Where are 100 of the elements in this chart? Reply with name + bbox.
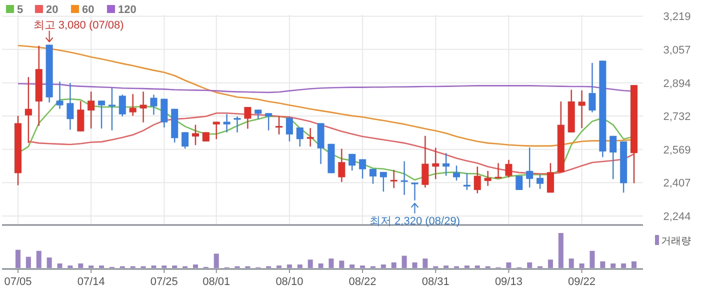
candlestick: [223, 114, 230, 133]
candlestick: [390, 169, 398, 189]
candlestick: [108, 87, 116, 131]
legend-label: 5: [17, 4, 24, 16]
candlestick: [202, 132, 210, 142]
candlestick: [442, 152, 450, 176]
candlestick: [265, 112, 272, 131]
candlestick: [88, 91, 95, 130]
candlestick: [369, 168, 376, 184]
candlestick: [474, 166, 481, 194]
bar: [339, 260, 344, 268]
candlestick: [212, 121, 220, 140]
bar: [308, 260, 313, 268]
annotation: 최저 2,320 (08/29): [369, 215, 460, 228]
y-tick-label: 2,732: [663, 111, 691, 124]
candlestick: [286, 116, 293, 142]
bar: [391, 262, 396, 268]
bar: [26, 256, 31, 268]
candlestick: [56, 80, 64, 110]
candlestick: [453, 164, 460, 182]
candlestick: [380, 171, 387, 192]
candlestick: [411, 182, 418, 202]
candlestick: [610, 135, 617, 180]
bar: [568, 258, 574, 268]
candlestick: [296, 126, 304, 148]
y-tick-label: 2,407: [663, 178, 691, 190]
bar: [286, 264, 292, 268]
candlestick: [516, 175, 523, 191]
candlestick: [505, 159, 512, 178]
bar: [412, 262, 418, 268]
candlestick: [400, 160, 408, 196]
x-tick-label: 08/22: [348, 276, 376, 288]
candlestick: [348, 153, 356, 172]
bar: [297, 264, 302, 268]
candlestick: [254, 109, 262, 120]
candlestick: [150, 94, 158, 116]
bar: [36, 250, 42, 268]
candlestick: [234, 116, 241, 133]
candlestick: [129, 93, 136, 116]
x-tick-label: 08/31: [422, 276, 450, 288]
candlestick: [66, 82, 74, 130]
x-tick-label: 08/01: [202, 276, 230, 288]
candlestick: [494, 162, 502, 178]
candlestick: [536, 174, 544, 190]
bar: [328, 258, 334, 268]
y-tick-label: 2,894: [663, 78, 691, 90]
candlestick: [526, 146, 534, 188]
x-tick-label: 09/22: [568, 276, 596, 288]
bar: [214, 254, 219, 268]
bar: [57, 263, 62, 268]
legend-label: 60: [82, 4, 94, 16]
candlestick: [276, 116, 283, 136]
bar: [579, 263, 584, 268]
bar: [16, 250, 20, 268]
legend-label: 거래량: [661, 236, 691, 247]
bar: [600, 261, 606, 268]
bar: [527, 262, 532, 268]
bar: [350, 264, 355, 268]
bar: [380, 264, 386, 268]
bar: [422, 258, 428, 268]
legend-label: 120: [118, 4, 136, 16]
candlestick: [244, 106, 252, 130]
bar: [192, 264, 198, 268]
bar: [632, 261, 636, 268]
candlestick: [140, 91, 147, 123]
bar: [610, 263, 616, 268]
bar: [506, 262, 512, 268]
x-tick-label: 08/10: [276, 276, 304, 288]
bar: [548, 260, 553, 268]
x-tick-label: 09/13: [494, 276, 522, 288]
candlestick: [160, 98, 168, 128]
y-tick-label: 2,244: [663, 210, 691, 223]
candlestick: [432, 147, 440, 180]
x-tick-label: 07/25: [150, 276, 178, 288]
candlestick: [546, 162, 554, 194]
candlestick: [338, 148, 346, 183]
candlestick: [182, 132, 189, 150]
candlestick: [98, 100, 106, 130]
y-tick-label: 3,219: [663, 11, 691, 24]
candlestick: [359, 158, 366, 180]
bar: [621, 263, 626, 268]
bar: [78, 263, 84, 268]
candlestick: [306, 127, 314, 148]
x-tick-label: 07/14: [77, 276, 105, 288]
candlestick: [192, 124, 199, 146]
bar: [46, 258, 52, 268]
candlestick: [77, 100, 84, 132]
bar: [402, 256, 407, 268]
candlestick: [24, 76, 32, 144]
bar: [590, 250, 595, 268]
bar: [318, 263, 324, 268]
y-tick-label: 2,569: [663, 144, 691, 156]
bar: [558, 233, 564, 268]
candlestick: [422, 135, 429, 188]
candlestick: [578, 90, 586, 129]
legend-label: 20: [46, 4, 58, 16]
candlestick: [463, 172, 470, 191]
x-tick-label: 07/05: [4, 276, 32, 288]
candlestick: [484, 170, 492, 186]
y-tick-label: 3,057: [663, 44, 691, 56]
